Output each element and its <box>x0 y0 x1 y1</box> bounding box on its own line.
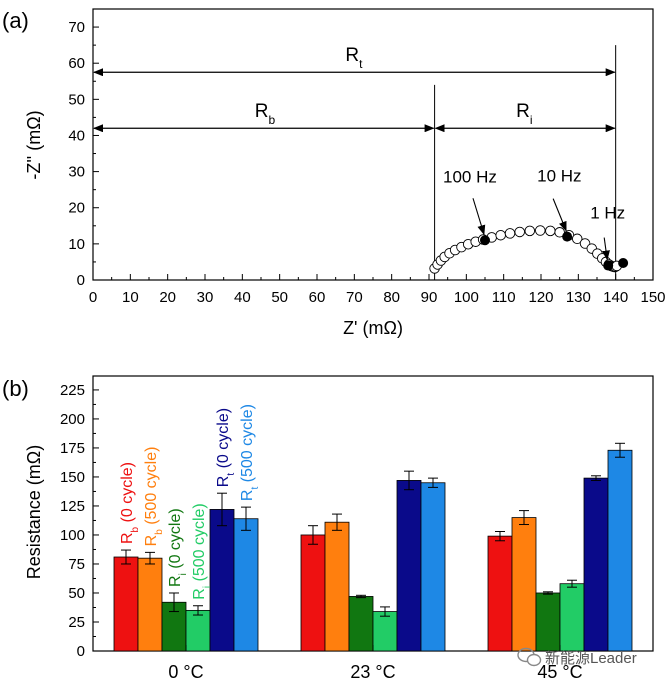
frequency-marker <box>562 231 573 242</box>
nyquist-point <box>495 229 506 241</box>
series-label: Rt (500 cycle) <box>239 404 261 501</box>
frequency-arrow <box>602 237 610 261</box>
y-tick-label-b: 100 <box>60 527 85 544</box>
frequency-label: 100 Hz <box>443 167 497 186</box>
y-tick-label-a: 0 <box>77 272 85 289</box>
y-tick-label-b: 0 <box>77 643 85 660</box>
watermark-text: 新能源Leader <box>545 650 637 667</box>
series-label: Ri (0 cycle) <box>167 508 189 587</box>
x-tick-label-a: 20 <box>159 289 176 306</box>
bar <box>300 534 326 652</box>
frequency-marker <box>618 258 629 269</box>
frequency-label: 1 Hz <box>590 204 625 223</box>
x-tick-label-a: 40 <box>234 289 251 306</box>
category-label: 0 °C <box>168 662 203 682</box>
panel-a-label: (a) <box>2 8 29 33</box>
bar <box>137 557 163 652</box>
bar <box>324 521 350 652</box>
x-tick-label-a: 50 <box>271 289 288 306</box>
y-tick-label-a: 60 <box>68 55 85 72</box>
bar <box>113 556 139 652</box>
nyquist-point <box>524 225 536 237</box>
watermark: 新能源Leader <box>517 647 637 667</box>
x-tick-label-a: 150 <box>640 289 665 306</box>
frequency-marker <box>603 260 614 271</box>
y-tick-label-a: 50 <box>68 91 85 108</box>
bar <box>535 592 561 652</box>
x-axis-label-a: Z' (mΩ) <box>343 318 403 338</box>
series-label: Rt (0 cycle) <box>215 408 237 487</box>
y-axis-label-a: -Z'' (mΩ) <box>24 110 44 179</box>
x-tick-label-a: 80 <box>383 289 400 306</box>
x-tick-label-a: 10 <box>122 289 139 306</box>
bar <box>396 480 422 652</box>
y-tick-label-b: 175 <box>60 440 85 457</box>
x-tick-label-a: 140 <box>603 289 628 306</box>
x-tick-label-a: 60 <box>309 289 326 306</box>
series-label: Ri (500 cycle) <box>191 503 213 600</box>
nyquist-point <box>514 226 525 238</box>
x-tick-label-a: 0 <box>89 289 97 306</box>
panel-a-eis-plot: (a) 0 10 20 30 40 50 60 70 80 90 100 110 120 130 140 15… <box>2 8 666 338</box>
bar <box>559 583 585 652</box>
frequency-label: 10 Hz <box>537 167 581 186</box>
wechat-icon <box>517 647 542 667</box>
nyquist-point <box>504 228 516 239</box>
category-label: 45 °C <box>537 662 582 682</box>
y-tick-label-a: 10 <box>68 236 85 253</box>
y-tick-label-a: 40 <box>68 127 85 144</box>
category-label: 23 °C <box>350 662 395 682</box>
bar <box>511 517 537 652</box>
x-tick-label-a: 70 <box>346 289 363 306</box>
series-label: Rb (0 cycle) <box>119 462 141 544</box>
frequency-arrow <box>472 198 486 236</box>
x-tick-label-a: 100 <box>454 289 479 306</box>
x-tick-label-a: 120 <box>528 289 553 306</box>
y-tick-label-b: 125 <box>60 498 85 515</box>
label-ri: Ri <box>516 101 532 127</box>
x-tick-label-a: 130 <box>566 289 591 306</box>
bar <box>487 535 513 652</box>
y-tick-label-b: 150 <box>60 469 85 486</box>
x-tick-label-a: 110 <box>492 289 516 306</box>
panel-b-label: (b) <box>2 376 29 401</box>
bar <box>233 518 259 652</box>
label-rb: Rb <box>255 101 276 127</box>
x-tick-label-a: 90 <box>421 289 438 306</box>
y-tick-label-a: 20 <box>68 200 85 217</box>
y-axis-label-b: Resistance (mΩ) <box>24 445 44 579</box>
panel-b-bar-chart: (b) 0 25 50 75 100 125 150 175 200 225 0 °C 23 °C 4… <box>2 375 654 682</box>
bar <box>348 596 374 652</box>
x-tick-label-a: 30 <box>197 289 214 306</box>
label-rt: Rt <box>345 45 363 71</box>
y-tick-label-a: 30 <box>68 164 85 181</box>
bar <box>185 609 211 652</box>
bar <box>607 449 633 652</box>
nyquist-point <box>535 225 546 236</box>
y-tick-label-b: 75 <box>68 556 85 573</box>
frequency-arrow <box>552 198 567 232</box>
nyquist-point <box>571 233 583 245</box>
y-tick-label-b: 200 <box>60 411 85 428</box>
nyquist-point <box>545 225 556 237</box>
bar <box>372 611 398 652</box>
y-tick-label-b: 25 <box>68 614 85 631</box>
bar <box>583 477 609 652</box>
y-tick-label-a: 70 <box>68 19 85 36</box>
series-label: Rb (500 cycle) <box>143 447 165 547</box>
bar <box>420 482 446 652</box>
bar <box>209 509 235 652</box>
y-tick-label-b: 50 <box>68 585 85 602</box>
frequency-marker <box>480 235 490 246</box>
y-tick-label-b: 225 <box>60 382 85 399</box>
